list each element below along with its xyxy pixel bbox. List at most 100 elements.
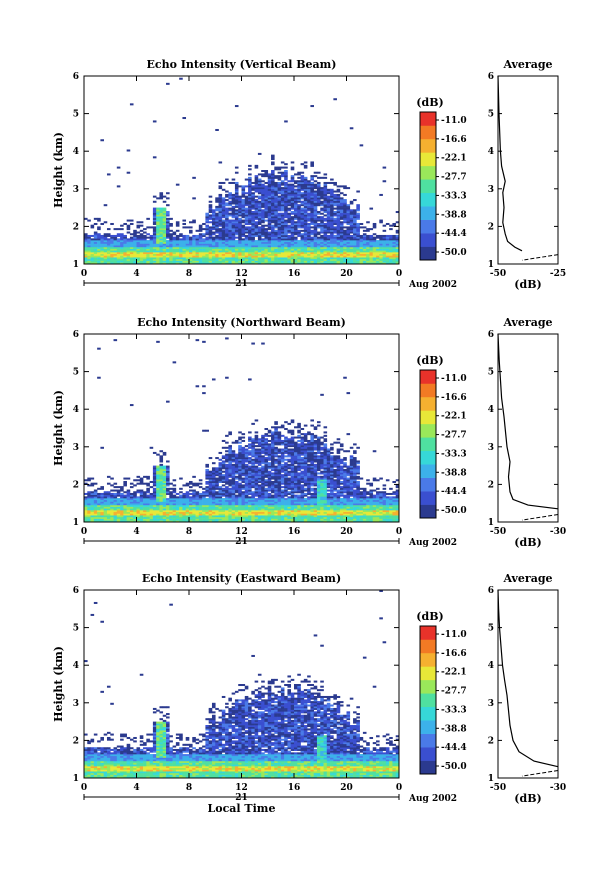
heatmap-cell [225, 515, 229, 518]
heatmap-cell [280, 257, 285, 260]
heatmap-cell [205, 219, 209, 222]
heatmap-cell [395, 211, 400, 214]
heatmap-cell [159, 496, 164, 499]
heatmap-cell [215, 479, 219, 482]
heatmap-cell [126, 510, 131, 513]
heatmap-cell [264, 462, 269, 465]
heatmap-cell [166, 469, 170, 472]
heatmap-cell [159, 241, 164, 244]
heatmap-cell [343, 233, 347, 236]
heatmap-cell [264, 181, 269, 184]
heatmap-cell [116, 241, 121, 244]
heatmap-cell [356, 255, 360, 258]
heatmap-cell [146, 508, 150, 511]
heatmap-cell [84, 255, 88, 258]
heatmap-cell [192, 241, 196, 244]
heatmap-cell [251, 445, 255, 448]
heatmap-cell [271, 457, 275, 460]
heatmap-cell [313, 171, 318, 174]
heatmap-cell [326, 258, 331, 261]
heatmap-cell [84, 262, 88, 265]
heatmap-cell [234, 243, 239, 246]
heatmap-cell [139, 243, 144, 246]
heatmap-cell [152, 252, 157, 255]
heatmap-cell [271, 472, 275, 475]
heatmap-cell [248, 204, 252, 207]
heatmap-cell [343, 199, 347, 202]
heatmap-cell [277, 248, 282, 251]
heatmap-cell [323, 258, 328, 261]
heatmap-cell [271, 240, 275, 243]
heatmap-cell [339, 248, 344, 251]
heatmap-cell [267, 231, 272, 234]
heatmap-cell [310, 192, 314, 195]
heatmap-cell [385, 255, 390, 258]
heatmap-cell [362, 243, 367, 246]
heatmap-cell [202, 516, 206, 519]
heatmap-cell [297, 183, 301, 186]
heatmap-cell [251, 503, 255, 506]
heatmap-cell [218, 202, 223, 205]
heatmap-cell [166, 82, 170, 85]
heatmap-cell [280, 212, 285, 215]
heatmap-cell [211, 252, 216, 255]
heatmap-cell [251, 477, 255, 480]
heatmap-cell [228, 445, 232, 448]
heatmap-cell [248, 187, 252, 190]
heatmap-cell [228, 470, 232, 473]
heatmap-cell [320, 257, 324, 260]
heatmap-cell [254, 486, 259, 489]
heatmap-cell [152, 465, 157, 468]
heatmap-cell [346, 243, 351, 246]
heatmap-cell [290, 234, 295, 237]
heatmap-cell [202, 258, 206, 261]
heatmap-cell [395, 234, 400, 237]
heatmap-cell [251, 511, 255, 514]
heatmap-cell [280, 226, 285, 229]
heatmap-cell [261, 496, 265, 499]
heatmap-cell [234, 258, 239, 261]
heatmap-cell [87, 257, 91, 260]
heatmap-cell [241, 209, 246, 212]
heatmap-cell [139, 494, 144, 497]
heatmap-cell [90, 484, 95, 487]
heatmap-cell [333, 219, 337, 222]
heatmap-cell [103, 492, 108, 495]
heatmap-cell [316, 204, 321, 207]
heatmap-cell [159, 475, 164, 478]
heatmap-cell [100, 486, 104, 489]
heatmap-cell [129, 486, 134, 489]
heatmap-cell [353, 229, 357, 232]
heatmap-cell [254, 501, 259, 504]
heatmap-cell [356, 245, 360, 248]
heatmap-cell [300, 202, 305, 205]
heatmap-cell [129, 233, 134, 236]
heatmap-cell [300, 224, 305, 227]
heatmap-cell [231, 195, 236, 198]
heatmap-cell [244, 226, 249, 229]
heatmap-cell [254, 253, 259, 256]
heatmap-cell [284, 252, 288, 255]
heatmap-cell [261, 262, 265, 265]
heatmap-cell [172, 496, 177, 499]
heatmap-cell [169, 508, 173, 511]
heatmap-cell [139, 504, 144, 507]
heatmap-cell [129, 245, 134, 248]
heatmap-cell [241, 487, 246, 490]
heatmap-cell [93, 515, 98, 518]
heatmap-cell [290, 243, 295, 246]
heatmap-cell [211, 236, 216, 239]
heatmap-cell [205, 221, 209, 224]
heatmap-cell [264, 465, 269, 468]
heatmap-cell [313, 253, 318, 256]
heatmap-cell [382, 250, 387, 253]
heatmap-cell [264, 475, 269, 478]
heatmap-cell [234, 467, 239, 470]
heatmap-cell [149, 252, 154, 255]
heatmap-cell [238, 436, 242, 439]
heatmap-cell [257, 445, 262, 448]
heatmap-cell [234, 197, 239, 200]
heatmap-cell [362, 262, 367, 265]
heatmap-cell [248, 457, 252, 460]
heatmap-cell [277, 214, 282, 217]
